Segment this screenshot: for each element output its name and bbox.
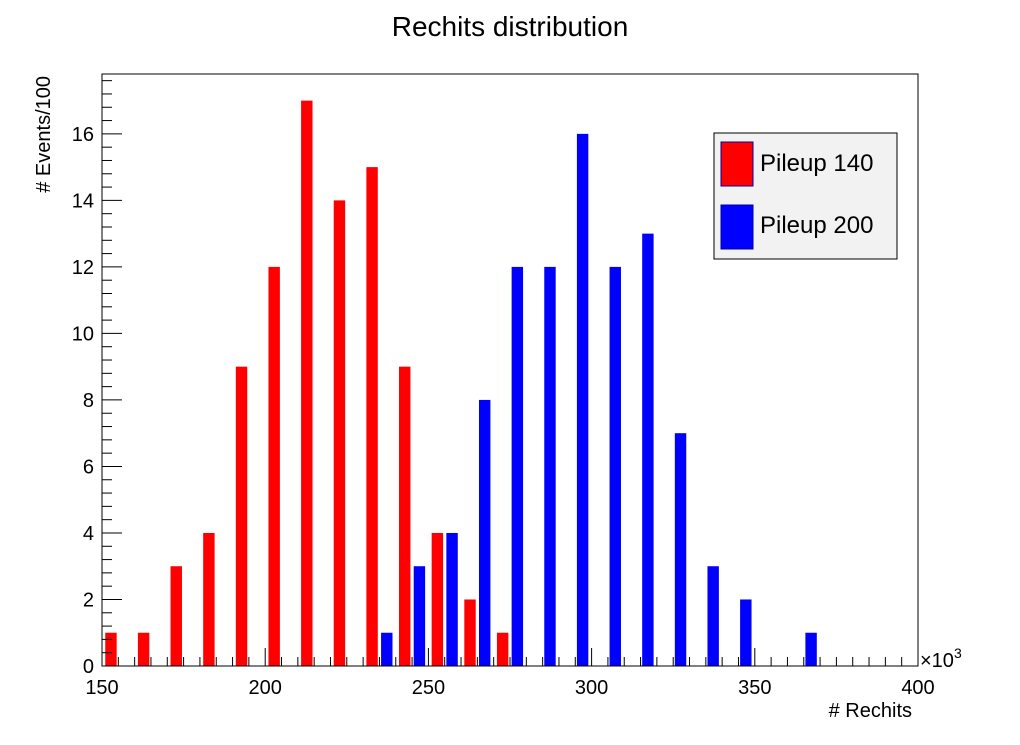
y-tick-label-16: 16 — [72, 124, 94, 146]
y-axis-label: # Events/100 — [33, 76, 55, 193]
y-tick-label-2: 2 — [83, 589, 94, 611]
legend-swatch-pileup-200 — [720, 204, 754, 250]
x-tick-label-250: 250 — [412, 677, 445, 699]
bar-pileup-140-220 — [333, 200, 346, 666]
legend-label-pileup-140: Pileup 140 — [760, 150, 873, 177]
bar-pileup-200-330 — [707, 566, 719, 666]
bar-pileup-140-260 — [464, 599, 476, 666]
bar-pileup-200-310 — [642, 233, 654, 666]
bar-pileup-200-240 — [413, 566, 426, 666]
bar-pileup-200-250 — [446, 532, 458, 666]
x-tick-label-150: 150 — [85, 677, 118, 699]
bar-pileup-140-180 — [203, 532, 215, 666]
bar-pileup-140-250 — [431, 532, 444, 666]
bar-pileup-140-170 — [170, 566, 182, 666]
bar-pileup-200-260 — [478, 399, 491, 666]
y-tick-label-4: 4 — [83, 523, 94, 545]
y-tick-label-6: 6 — [83, 456, 94, 478]
bar-pileup-200-300 — [609, 266, 621, 666]
bar-pileup-140-230 — [366, 167, 378, 666]
y-tick-label-14: 14 — [72, 190, 94, 212]
x-axis: 150 200 250 300 350 400 — [85, 648, 935, 699]
bar-pileup-140-150 — [105, 632, 117, 666]
x-axis-label: # Rechits — [829, 700, 912, 722]
y-tick-label-8: 8 — [83, 390, 94, 412]
x-tick-label-400: 400 — [901, 677, 934, 699]
bar-pileup-200-360 — [805, 632, 817, 666]
bar-pileup-200-290 — [576, 133, 589, 666]
bar-pileup-140-190 — [235, 366, 248, 666]
y-tick-label-12: 12 — [72, 257, 94, 279]
x-axis-multiplier-base: ×10 — [920, 650, 954, 672]
x-axis-multiplier: ×103 — [920, 645, 962, 672]
x-tick-label-300: 300 — [575, 677, 608, 699]
bar-pileup-200-320 — [674, 433, 687, 666]
bar-pileup-200-270 — [511, 266, 524, 666]
chart-title: Rechits distribution — [392, 11, 629, 42]
bar-pileup-200-340 — [740, 599, 752, 666]
x-tick-label-350: 350 — [738, 677, 771, 699]
bar-pileup-140-200 — [268, 266, 280, 666]
bars-layer — [105, 100, 817, 667]
y-tick-label-0: 0 — [83, 656, 94, 678]
legend-label-pileup-200: Pileup 200 — [760, 212, 873, 239]
bar-pileup-140-240 — [399, 366, 411, 666]
bar-pileup-140-270 — [496, 632, 509, 666]
y-tick-label-10: 10 — [72, 323, 94, 345]
x-axis-multiplier-exponent: 3 — [954, 645, 962, 661]
x-tick-label-200: 200 — [249, 677, 282, 699]
bar-pileup-200-280 — [544, 266, 556, 666]
legend-swatch-pileup-140 — [720, 141, 754, 187]
y-axis: 0 2 4 6 8 10 12 14 16 — [72, 80, 122, 678]
bar-pileup-200-230 — [381, 632, 393, 666]
bar-pileup-140-160 — [137, 632, 150, 666]
legend: Pileup 140 Pileup 200 — [713, 132, 898, 260]
bar-pileup-140-210 — [301, 100, 313, 667]
